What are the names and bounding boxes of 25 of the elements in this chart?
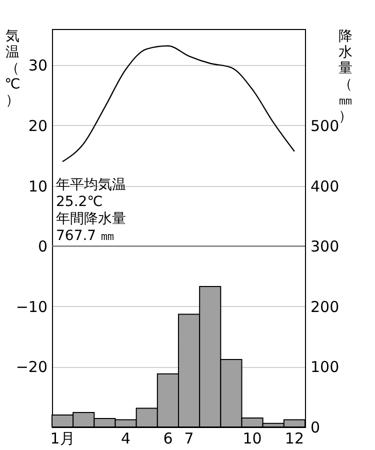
annotation: 25.2℃	[56, 194, 103, 210]
x-tick-label: 7	[184, 430, 194, 448]
y2-tick-label: 200	[310, 298, 340, 316]
y-tick-label: −10	[16, 298, 48, 316]
y2-tick-label: 500	[310, 116, 340, 135]
line-series	[62, 45, 296, 162]
y-tick-label: 0	[38, 238, 48, 256]
y2-tick-label: 0	[310, 418, 320, 436]
y-tick-label: 30	[28, 56, 48, 75]
y-tick-label: 20	[28, 116, 48, 135]
y2-axis-title: 降水量（㎜）	[338, 28, 352, 124]
annotation: 767.7 ㎜	[56, 228, 115, 244]
x-tick-label: 10	[242, 430, 262, 448]
y2-tick-label: 300	[310, 238, 340, 256]
annotation: 年間降水量	[56, 211, 126, 227]
y2-tick-label: 100	[310, 358, 340, 376]
x-tick-label: 12	[284, 430, 304, 448]
y-axis-title: 気温（℃）	[4, 28, 20, 108]
x-tick-label: 1月	[50, 430, 75, 448]
x-tick-label: 6	[163, 430, 173, 448]
y-tick-label: 10	[28, 177, 48, 196]
annotation: 年平均気温	[56, 177, 126, 193]
y-tick-label: −20	[16, 358, 48, 376]
x-tick-label: 4	[121, 430, 131, 448]
y2-tick-label: 400	[310, 177, 340, 196]
